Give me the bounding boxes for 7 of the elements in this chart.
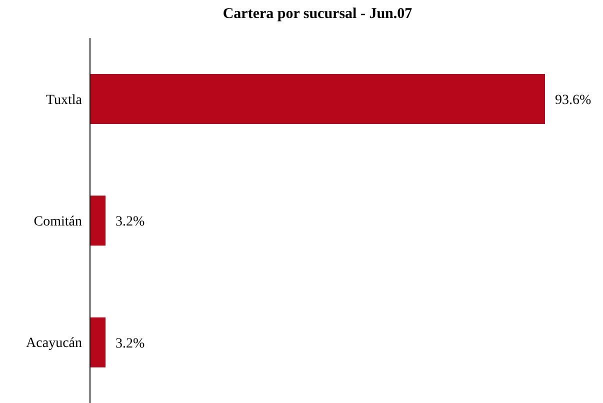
- data-label: 3.2%: [116, 214, 146, 230]
- data-label: 3.2%: [116, 336, 146, 352]
- y-tick-label: Acayucán: [26, 336, 82, 352]
- y-tick-label: Comitán: [34, 214, 82, 230]
- chart-title: Cartera por sucursal - Jun.07: [222, 6, 414, 23]
- y-tick-label: Tuxtla: [46, 92, 83, 108]
- data-label: 93.6%: [555, 92, 592, 108]
